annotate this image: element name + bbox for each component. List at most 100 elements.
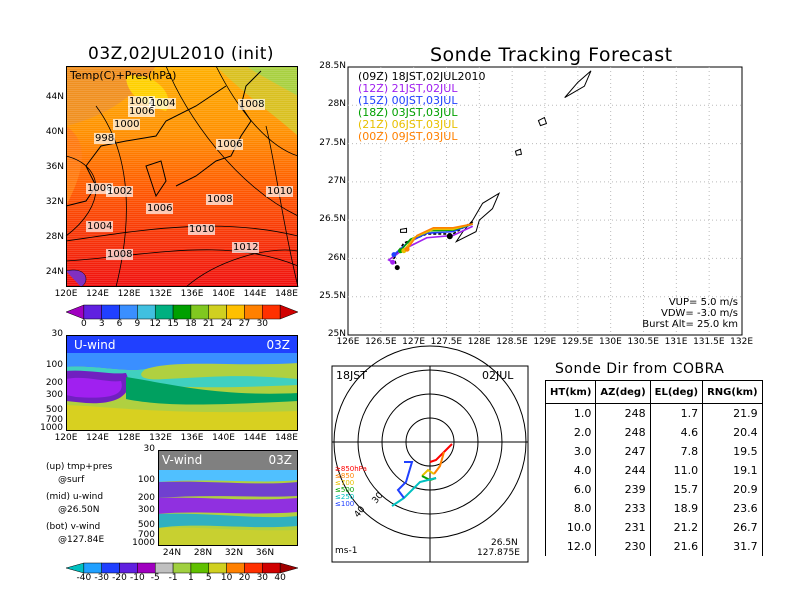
isobar-label: 1002 bbox=[106, 186, 134, 197]
u-wind-lon-tick: 140E bbox=[212, 433, 235, 443]
table-cell: 7.8 bbox=[649, 442, 704, 462]
temp-lat-tick: 44N bbox=[45, 92, 64, 102]
table-cell: 1.0 bbox=[544, 403, 597, 424]
temp-colorbar-swatch bbox=[172, 304, 192, 320]
temp-lon-tick: 144E bbox=[243, 289, 267, 299]
u-wind-pressure-tick: 30 bbox=[51, 329, 63, 339]
table-cell: 1.7 bbox=[649, 403, 704, 424]
table-cell: 6.0 bbox=[544, 480, 597, 500]
wind-colorbar-tick: 40 bbox=[274, 573, 286, 583]
track-lon-tick: 129E bbox=[533, 337, 557, 347]
temp-lon-tick: 128E bbox=[117, 289, 141, 299]
v-wind-time: 03Z bbox=[268, 453, 293, 467]
temp-colorbar-tick: 0 bbox=[80, 319, 87, 329]
note-mid-level: @26.50N bbox=[58, 505, 100, 515]
wind-colorbar-swatch bbox=[119, 562, 138, 574]
note-mid: (mid) u-wind bbox=[46, 492, 104, 502]
track-legend-entry: (00Z) 09JST,03JUL bbox=[358, 130, 458, 143]
wind-colorbar-swatch bbox=[137, 562, 156, 574]
u-wind-lon-tick: 124E bbox=[86, 433, 109, 443]
temp-colorbar-swatch bbox=[83, 304, 102, 320]
track-lon-tick: 130.5E bbox=[627, 337, 659, 347]
temp-lon-tick: 148E bbox=[275, 289, 298, 299]
hodo-time: 18JST bbox=[336, 369, 367, 382]
v-wind-pressure-tick: 500 bbox=[137, 520, 155, 530]
hodo-trace bbox=[396, 461, 414, 499]
track-lon-tick: 129.5E bbox=[561, 337, 594, 347]
table-cell: 247 bbox=[595, 442, 651, 462]
isobar-label: 1004 bbox=[86, 221, 114, 232]
isobar-label: 1000 bbox=[113, 119, 141, 130]
table-cell: 21.9 bbox=[702, 403, 763, 424]
table-cell: 231 bbox=[595, 518, 651, 537]
u-wind-pressure-tick: 200 bbox=[45, 378, 63, 388]
wind-colorbar-tick: -5 bbox=[150, 573, 160, 583]
table-cell: 19.1 bbox=[702, 461, 763, 481]
track-lon-tick: 128.5E bbox=[496, 337, 528, 347]
track-lat-tick: 27.5N bbox=[319, 137, 346, 148]
v-wind-pressure-tick: 300 bbox=[137, 505, 155, 515]
wind-colorbar-tick: -1 bbox=[168, 573, 178, 583]
isobar-label: 1008 bbox=[238, 99, 266, 110]
u-wind-pressure-tick: 500 bbox=[45, 405, 63, 415]
temp-lat-tick: 32N bbox=[45, 197, 64, 207]
temp-lat-tick: 36N bbox=[45, 162, 64, 172]
sonde-dir-header: EL(deg) bbox=[649, 380, 704, 404]
v-wind-pressure-tick: 30 bbox=[143, 444, 155, 454]
table-row: 10.0 231 21.2 26.7 bbox=[544, 518, 763, 537]
track-lat-tick: 25N bbox=[327, 329, 346, 340]
u-wind-lon-tick: 132E bbox=[149, 433, 172, 443]
track-lon-tick: 131.5E bbox=[693, 337, 725, 347]
table-cell: 8.0 bbox=[544, 499, 597, 519]
temp-colorbar-tick: 3 bbox=[98, 319, 105, 329]
temp-colorbar-swatch bbox=[190, 304, 210, 320]
track-lat-tick: 28N bbox=[327, 99, 346, 110]
temp-lon-tick: 132E bbox=[149, 289, 172, 299]
temp-lon-tick: 120E bbox=[54, 289, 78, 299]
track-lat-tick: 25.5N bbox=[319, 290, 346, 301]
temp-colorbar-swatch bbox=[65, 304, 85, 320]
hodo-level-entry: ≤500 bbox=[335, 486, 355, 494]
track-title: Sonde Tracking Forecast bbox=[430, 44, 673, 66]
temp-colorbar-tick: 21 bbox=[203, 319, 215, 329]
note-bot-level: @127.84E bbox=[58, 535, 105, 545]
left-title: 03Z,02JUL2010 (init) bbox=[88, 44, 275, 64]
isobar-label: 1002 bbox=[128, 96, 156, 107]
track-lat-tick: 26N bbox=[327, 252, 346, 263]
u-wind-svg bbox=[66, 335, 298, 431]
u-wind-frame bbox=[66, 335, 298, 431]
table-cell: 21.2 bbox=[649, 518, 704, 537]
u-wind-pressure-tick: 700 bbox=[45, 415, 63, 425]
temp-colorbar-tick: 18 bbox=[185, 319, 197, 329]
isobar-label: 1012 bbox=[232, 242, 260, 253]
hodo-level-entry: ≥850hPa bbox=[335, 465, 367, 473]
wind-colorbar bbox=[65, 562, 299, 574]
table-row: 1.0 248 1.7 21.9 bbox=[544, 403, 763, 424]
table-cell: 248 bbox=[595, 403, 651, 424]
v-wind-pressure-tick: 100 bbox=[137, 475, 155, 485]
table-cell: 10.0 bbox=[544, 518, 597, 537]
sonde-dir-header: AZ(deg) bbox=[595, 380, 651, 404]
isobar-label: 1006 bbox=[216, 139, 244, 150]
temp-colorbar-swatch bbox=[154, 304, 174, 320]
temp-lat-tick: 24N bbox=[45, 267, 64, 277]
isobar-label: 1004 bbox=[149, 98, 177, 109]
wind-colorbar-tick: 10 bbox=[220, 573, 233, 583]
table-cell: 4.6 bbox=[649, 423, 704, 443]
table-cell: 3.0 bbox=[544, 442, 597, 462]
isobar-label: 1000 bbox=[86, 183, 114, 194]
temp-colorbar-swatch bbox=[226, 304, 245, 320]
wind-colorbar-swatch bbox=[244, 562, 263, 574]
temp-colorbar-swatch bbox=[101, 304, 120, 320]
wind-colorbar-tick: -10 bbox=[130, 573, 145, 583]
amami-island bbox=[564, 70, 592, 99]
v-wind-svg bbox=[158, 450, 298, 546]
hodo-date: 02JUL bbox=[482, 369, 514, 382]
u-wind-lon-tick: 136E bbox=[180, 433, 204, 443]
isobar-label: 1006 bbox=[128, 106, 156, 117]
table-cell: 18.9 bbox=[649, 499, 704, 519]
wind-colorbar-tick: 5 bbox=[205, 573, 212, 583]
isobar-label: 1010 bbox=[266, 186, 294, 197]
temp-lat-tick: 28N bbox=[45, 232, 64, 242]
wind-colorbar-tick: 1 bbox=[188, 573, 194, 583]
